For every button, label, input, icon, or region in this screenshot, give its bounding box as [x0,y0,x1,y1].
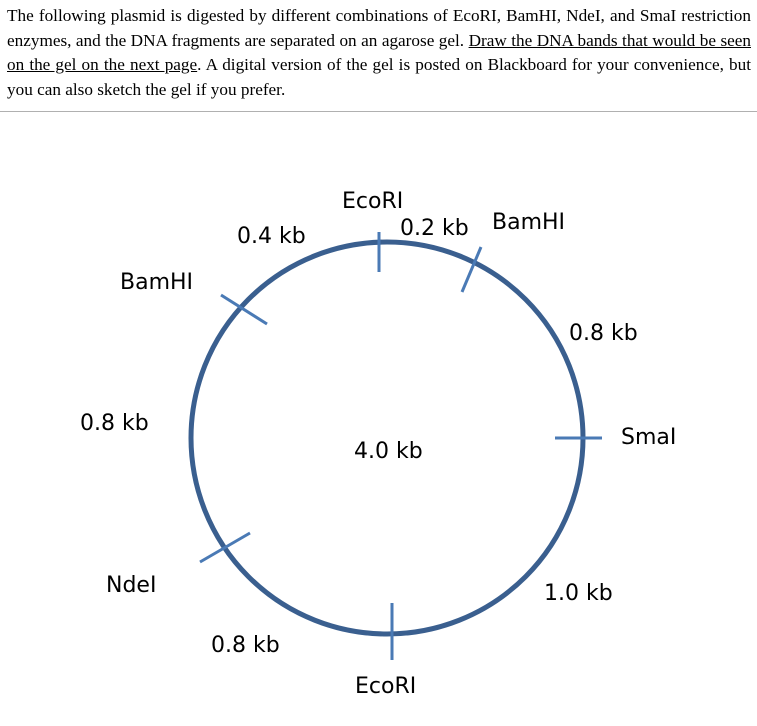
site-tick-bamhi-left [220,293,268,326]
section-divider [0,111,757,112]
fragment-label-smai-ecori: 1.0 kb [544,581,613,606]
fragment-label-ecori-ndei: 0.8 kb [211,633,280,658]
site-label-bamhi-right: BamHI [492,210,565,235]
fragment-label-bamhi-smai: 0.8 kb [569,321,638,346]
fragment-label-ecori-bamhi: 0.2 kb [400,216,469,241]
site-label-smai: SmaI [621,425,676,450]
instructions-paragraph: The following plasmid is digested by dif… [7,4,751,102]
site-label-ecori-bottom: EcoRI [355,674,416,699]
fragment-label-ndei-bamhi: 0.8 kb [80,411,149,436]
site-tick-bamhi-right [460,246,483,293]
site-label-ecori-top: EcoRI [342,189,403,214]
instructions-text: The following plasmid is digested by dif… [7,6,751,50]
instructions-underlined-text: Draw the DNA bands that would be seen on… [7,30,751,75]
site-tick-ndei [199,531,251,564]
fragment-label-bamhi-ecori: 0.4 kb [237,224,306,249]
site-label-bamhi-left: BamHI [120,270,193,295]
plasmid-total-size: 4.0 kb [354,439,423,464]
instructions-text-continued: . A digital version of the gel is posted… [7,55,751,99]
plasmid-ring [188,239,586,637]
site-label-ndei: NdeI [106,573,156,598]
